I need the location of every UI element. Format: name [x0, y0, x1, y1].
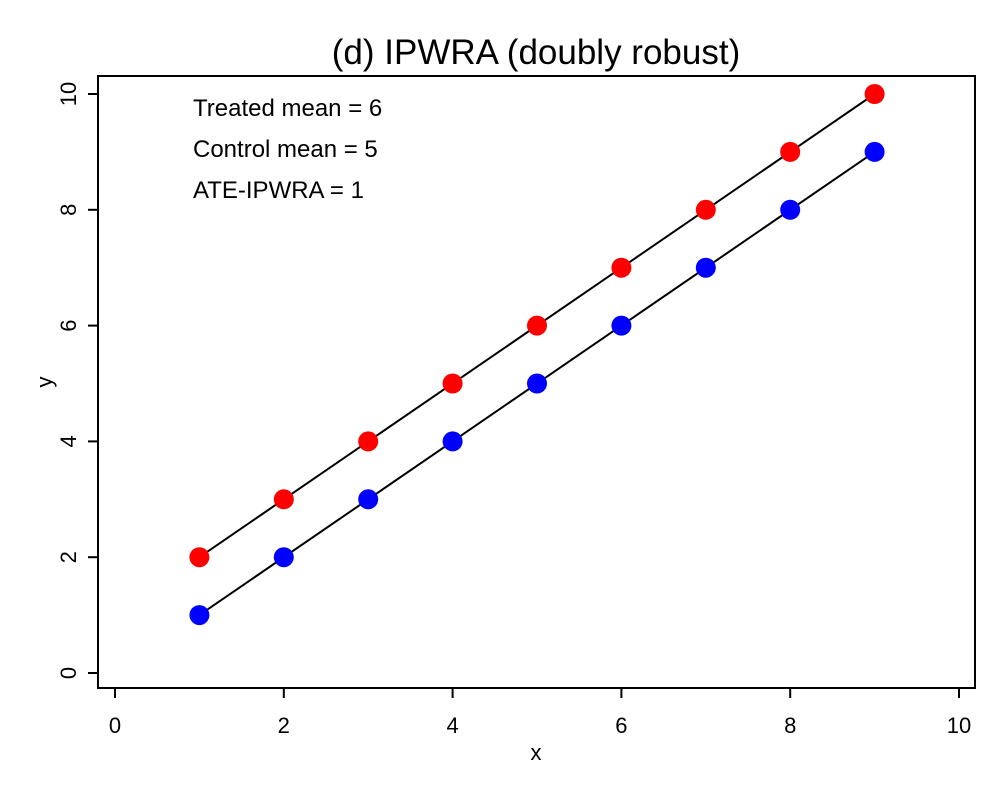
point-treated-4 [527, 315, 547, 336]
plot-frame [97, 75, 976, 689]
x-axis: 0 2 4 6 8 10 [109, 688, 971, 738]
point-control-0 [189, 605, 210, 626]
point-control-6 [695, 257, 716, 278]
x-axis-label: x [531, 740, 542, 765]
point-control-8 [864, 141, 885, 162]
point-treated-3 [442, 373, 463, 394]
x-tick-label-4: 8 [784, 713, 796, 738]
annotations: Treated mean = 6 Control mean = 5 ATE-IP… [193, 95, 382, 204]
point-control-3 [442, 431, 463, 452]
point-control-4 [527, 373, 547, 394]
point-treated-7 [780, 141, 801, 162]
x-tick-label-5: 10 [947, 713, 971, 738]
point-treated-6 [695, 199, 716, 220]
y-axis-label: y [32, 377, 57, 388]
annotation-ate: ATE-IPWRA = 1 [193, 177, 364, 204]
point-control-5 [611, 315, 632, 336]
point-control-7 [780, 199, 801, 220]
y-tick-label-0: 0 [56, 667, 81, 679]
point-treated-8 [864, 84, 885, 104]
x-tick-label-3: 6 [615, 713, 627, 738]
annotation-treated-mean: Treated mean = 6 [193, 95, 382, 122]
point-control-1 [273, 547, 294, 568]
point-treated-1 [273, 489, 294, 510]
x-tick-label-0: 0 [109, 713, 121, 738]
y-tick-label-5: 10 [56, 82, 81, 106]
data-points [189, 84, 885, 626]
y-axis: 0 2 4 6 8 10 [56, 82, 98, 679]
point-treated-0 [189, 547, 210, 568]
y-tick-label-2: 4 [56, 435, 81, 447]
annotation-control-mean: Control mean = 5 [193, 136, 378, 163]
x-tick-label-1: 2 [278, 713, 290, 738]
point-treated-5 [611, 257, 632, 278]
point-treated-2 [358, 431, 379, 452]
point-control-2 [358, 489, 379, 510]
x-tick-label-2: 4 [446, 713, 458, 738]
chart-title: (d) IPWRA (doubly robust) [332, 33, 740, 72]
y-tick-label-1: 2 [56, 551, 81, 563]
y-tick-label-4: 8 [56, 204, 81, 216]
y-tick-label-3: 6 [56, 319, 81, 331]
